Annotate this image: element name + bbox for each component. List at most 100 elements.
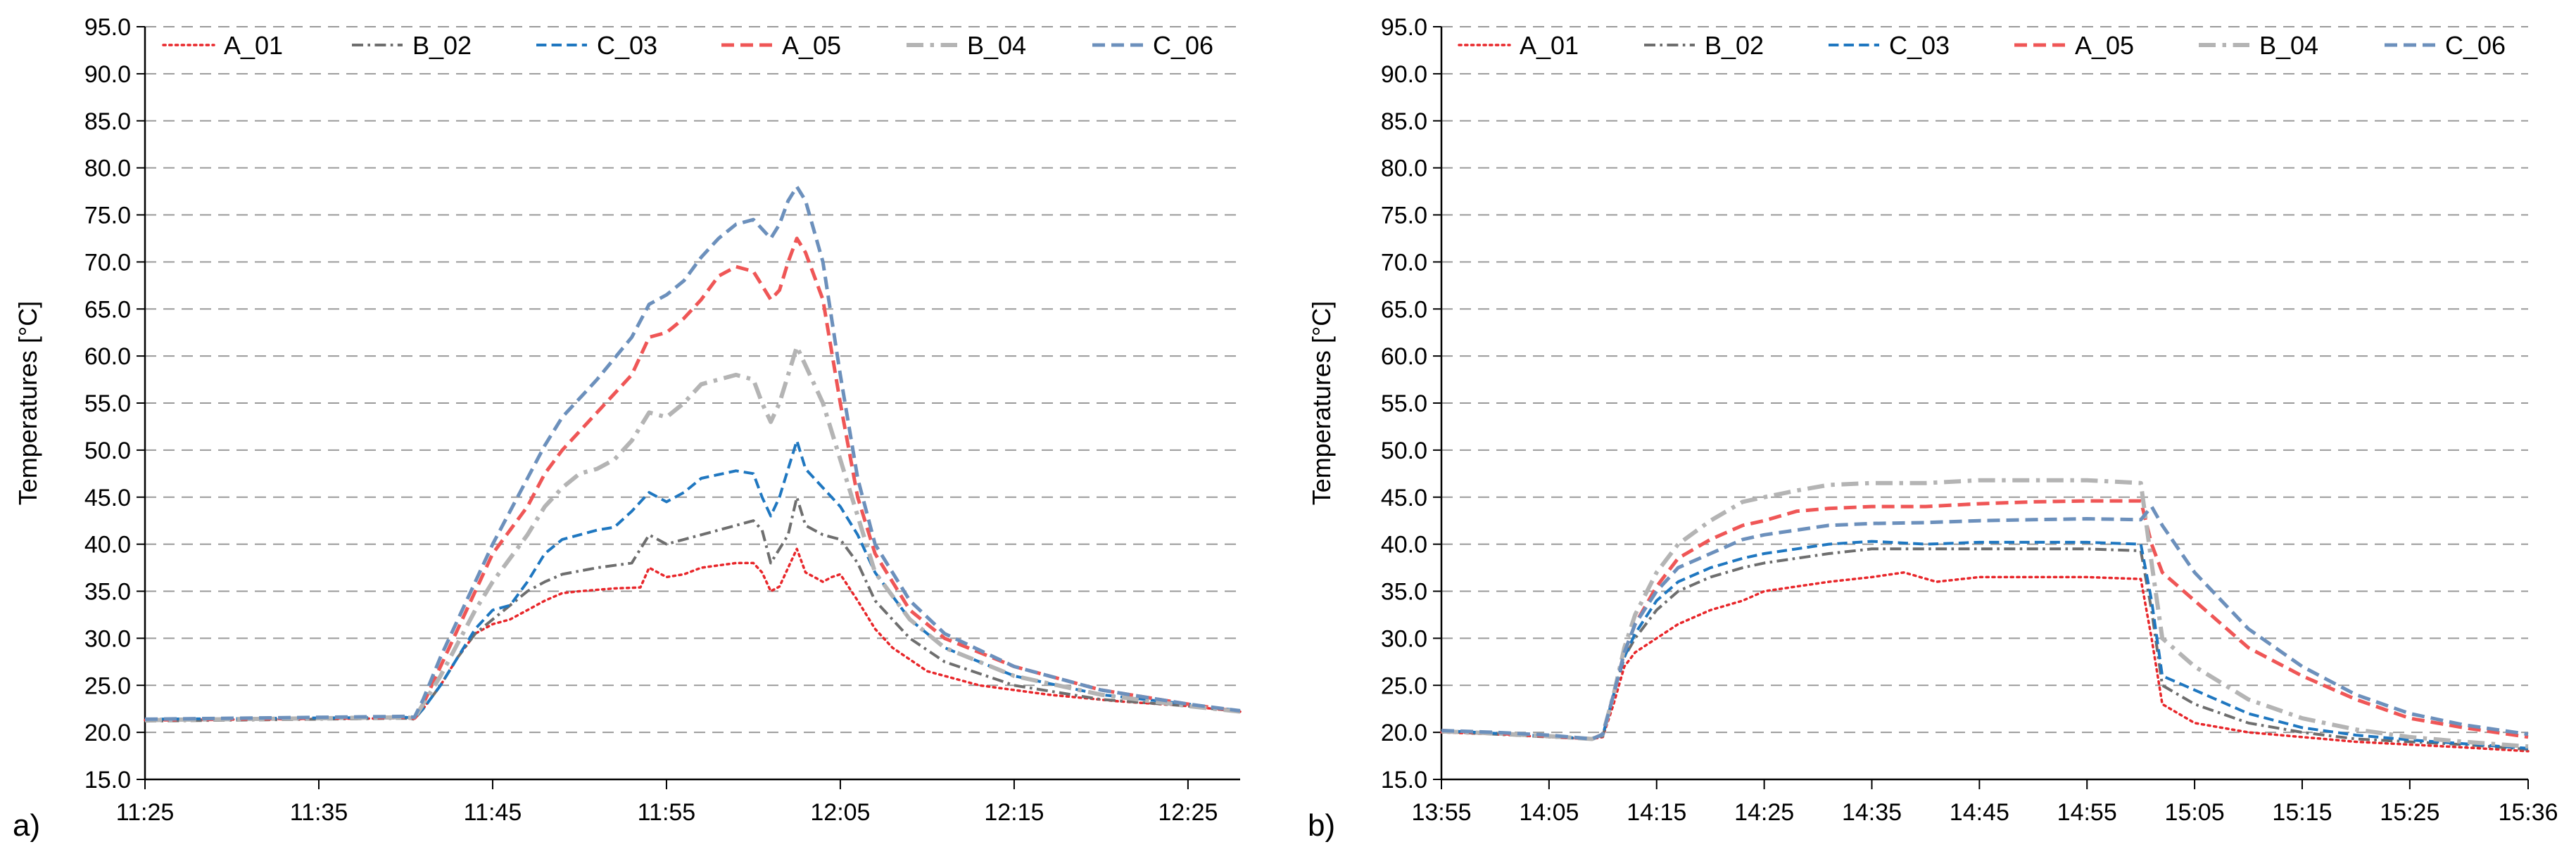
legend-item: C_03 xyxy=(1829,31,1950,60)
x-tick-label: 15:15 xyxy=(2272,799,2332,826)
x-tick-label: 15:25 xyxy=(2380,799,2439,826)
y-tick-label: 30.0 xyxy=(1381,625,1427,652)
y-tick-label: 95.0 xyxy=(1381,14,1427,41)
y-tick-label: 90.0 xyxy=(1381,61,1427,88)
series-line-b-02 xyxy=(144,495,1241,723)
legend-label: B_02 xyxy=(1705,31,1764,60)
y-tick-label: 60.0 xyxy=(84,343,131,370)
legend-label: B_04 xyxy=(967,31,1026,60)
y-tick-label: 70.0 xyxy=(84,249,131,276)
legend-item: B_02 xyxy=(352,31,472,60)
gridlines xyxy=(137,26,1240,780)
legend-item: C_03 xyxy=(536,31,657,60)
panel-label: a) xyxy=(13,808,40,843)
legend-label: C_03 xyxy=(597,31,657,60)
legend: A_01 B_02 C_03 A_05 B_04 C_06 xyxy=(1458,31,2506,60)
x-tick-label: 14:25 xyxy=(1734,799,1794,826)
legend-label: A_05 xyxy=(782,31,841,60)
x-tick-label: 14:15 xyxy=(1627,799,1686,826)
legend-label: C_06 xyxy=(2445,31,2506,60)
legend-label: A_01 xyxy=(1520,31,1579,60)
y-tick-labels: 15.0 20.0 25.0 30.0 35.0 40.0 45.0 50.0 55.0 60.0… xyxy=(84,14,131,793)
y-tick-labels: 15.0 20.0 25.0 30.0 35.0 40.0 45.0 50.0 55.0 60.0… xyxy=(1381,14,1427,793)
legend-label: C_03 xyxy=(1889,31,1950,60)
y-tick-label: 20.0 xyxy=(1381,720,1427,746)
legend-label: A_01 xyxy=(224,31,283,60)
x-tick-label: 13:55 xyxy=(1411,799,1471,826)
x-tick-label: 12:05 xyxy=(810,799,870,826)
chart-panel-a: 15.0 20.0 25.0 30.0 35.0 40.0 45.0 50.0 55.0 60.0… xyxy=(13,14,1242,843)
x-tick-label: 15:05 xyxy=(2165,799,2225,826)
y-axis-label: Temperatures [°C] xyxy=(13,301,42,506)
x-tick-label: 14:55 xyxy=(2057,799,2117,826)
y-tick-label: 85.0 xyxy=(84,108,131,135)
series-line-c-06 xyxy=(144,184,1241,721)
y-tick-label: 80.0 xyxy=(1381,155,1427,182)
y-tick-label: 75.0 xyxy=(84,203,131,229)
x-tick-label: 11:45 xyxy=(464,799,522,826)
x-tick-labels: 11:25 11:35 11:45 11:55 12:05 12:15 12:25 xyxy=(116,779,1218,826)
y-tick-label: 65.0 xyxy=(1381,296,1427,323)
y-tick-label: 85.0 xyxy=(1381,108,1427,135)
series-lines xyxy=(144,184,1242,723)
chart-panel-b: 15.0 20.0 25.0 30.0 35.0 40.0 45.0 50.0 55.0 60.0… xyxy=(1307,14,2558,843)
x-tick-label: 12:25 xyxy=(1158,799,1218,826)
y-tick-label: 50.0 xyxy=(84,438,131,464)
x-tick-label: 14:05 xyxy=(1519,799,1579,826)
y-tick-label: 90.0 xyxy=(84,61,131,88)
series-line-b-02 xyxy=(1441,547,2529,751)
series-line-c-03 xyxy=(144,439,1241,721)
y-tick-label: 35.0 xyxy=(1381,579,1427,606)
y-tick-label: 40.0 xyxy=(1381,532,1427,559)
y-tick-label: 45.0 xyxy=(84,485,131,511)
legend-label: A_05 xyxy=(2075,31,2134,60)
legend-label: B_02 xyxy=(412,31,472,60)
y-tick-label: 70.0 xyxy=(1381,249,1427,276)
series-lines xyxy=(1440,478,2530,753)
series-line-c-03 xyxy=(1441,540,2529,750)
y-axis-label: Temperatures [°C] xyxy=(1307,301,1336,506)
y-tick-label: 50.0 xyxy=(1381,438,1427,464)
panel-label: b) xyxy=(1308,808,1335,843)
y-tick-label: 25.0 xyxy=(1381,672,1427,699)
legend-item: C_06 xyxy=(1092,31,1213,60)
legend-item: B_04 xyxy=(907,31,1026,60)
legend-item: A_01 xyxy=(1458,31,1579,60)
y-tick-label: 45.0 xyxy=(1381,485,1427,511)
y-tick-label: 35.0 xyxy=(84,579,131,606)
x-tick-label: 11:25 xyxy=(116,799,175,826)
legend-item: A_05 xyxy=(2014,31,2134,60)
x-tick-label: 11:55 xyxy=(638,799,696,826)
y-tick-label: 20.0 xyxy=(84,720,131,746)
y-tick-label: 55.0 xyxy=(84,390,131,417)
y-tick-label: 75.0 xyxy=(1381,203,1427,229)
legend-label: B_04 xyxy=(2259,31,2318,60)
x-tick-labels: 13:55 14:05 14:15 14:25 14:35 14:45 14:55 15:05… xyxy=(1411,779,2558,826)
x-tick-label: 14:45 xyxy=(1950,799,2009,826)
y-tick-label: 40.0 xyxy=(84,532,131,559)
y-tick-label: 95.0 xyxy=(84,14,131,41)
y-tick-label: 60.0 xyxy=(1381,343,1427,370)
y-tick-label: 15.0 xyxy=(1381,767,1427,793)
y-tick-label: 25.0 xyxy=(84,672,131,699)
series-line-b-04 xyxy=(1441,478,2529,749)
y-tick-label: 15.0 xyxy=(84,767,131,793)
legend: A_01 B_02 C_03 A_05 B_04 C_06 xyxy=(162,31,1213,60)
legend-item: A_05 xyxy=(721,31,841,60)
gridlines xyxy=(1433,26,2528,780)
x-tick-label: 12:15 xyxy=(984,799,1044,826)
series-line-b-04 xyxy=(144,344,1241,722)
y-tick-label: 65.0 xyxy=(84,296,131,323)
series-line-a-05 xyxy=(1441,499,2529,741)
series-line-c-06 xyxy=(1441,504,2529,741)
series-line-a-05 xyxy=(144,236,1241,722)
legend-item: B_04 xyxy=(2199,31,2318,60)
x-tick-label: 11:35 xyxy=(290,799,348,826)
y-tick-label: 55.0 xyxy=(1381,390,1427,417)
series-line-a-01 xyxy=(144,547,1242,722)
x-tick-label: 14:35 xyxy=(1842,799,1902,826)
legend-label: C_06 xyxy=(1153,31,1213,60)
legend-item: A_01 xyxy=(162,31,283,60)
legend-item: B_02 xyxy=(1644,31,1764,60)
